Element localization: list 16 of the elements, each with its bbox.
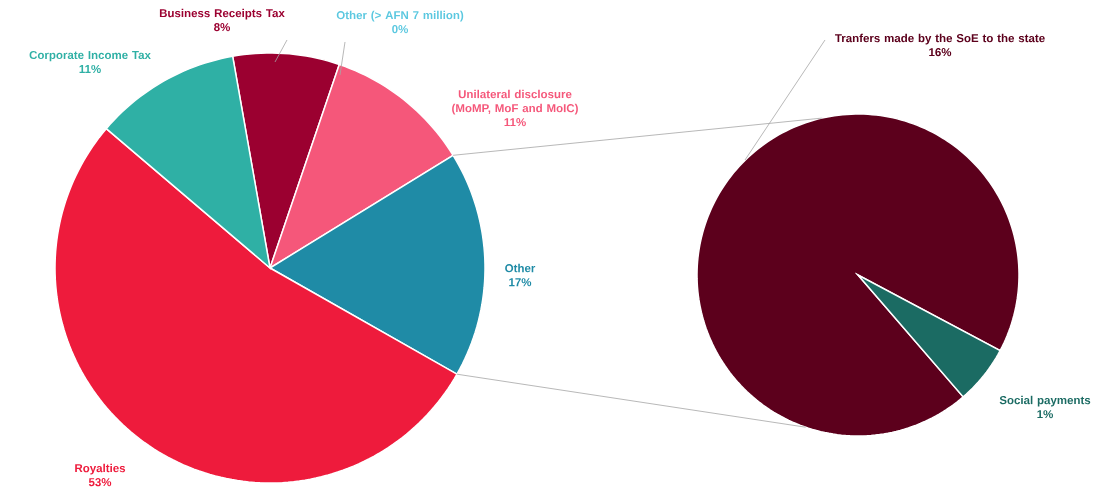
data-label: 16% <box>929 48 952 57</box>
slice-label: Other <box>505 263 536 273</box>
slice-label: Corporate Income Tax <box>29 50 151 62</box>
data-label: 53% <box>88 478 112 487</box>
data-label: 11% <box>504 118 526 127</box>
text: 0% <box>392 25 409 34</box>
category-label: Other (> AFN 7 million) <box>336 10 464 22</box>
data-label: 11% <box>79 64 101 74</box>
slice-label: Tranfers made by the SoE to the state <box>835 33 1045 45</box>
data-label: 8% <box>214 23 230 32</box>
data-label: 1% <box>1037 410 1054 419</box>
data-label: 17% <box>509 278 532 287</box>
slice-label: Business Receipts Tax <box>159 8 285 20</box>
slice-label: Unilateral disclosure (MoMP, MoF and MoIC) <box>452 89 578 115</box>
slice-label: Social payments <box>999 395 1091 407</box>
slice-label: Royalties <box>75 463 126 475</box>
